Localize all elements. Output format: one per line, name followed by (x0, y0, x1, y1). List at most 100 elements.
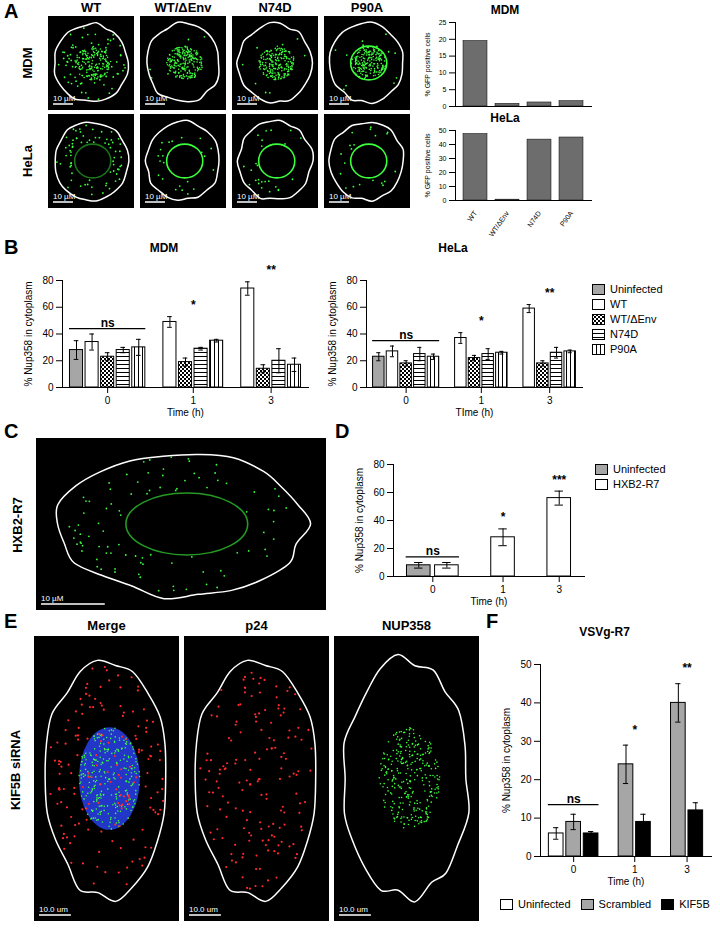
svg-text:0: 0 (352, 382, 358, 393)
svg-text:% Nup358 in cytoplasm: % Nup358 in cytoplasm (501, 708, 512, 813)
svg-text:Time (h): Time (h) (471, 596, 508, 607)
svg-text:N74D: N74D (526, 210, 542, 229)
svg-text:1: 1 (479, 395, 485, 406)
svg-text:80: 80 (373, 459, 385, 470)
svg-text:40: 40 (439, 141, 447, 148)
svg-text:**: ** (545, 286, 555, 300)
svg-text:P90A: P90A (559, 209, 575, 227)
svg-text:5: 5 (443, 86, 447, 93)
svg-text:1: 1 (191, 395, 197, 406)
svg-text:80: 80 (346, 275, 358, 286)
svg-text:% Nup358 in cytoplasm: % Nup358 in cytoplasm (23, 281, 34, 386)
svg-text:10 µM: 10 µM (53, 192, 76, 201)
svg-text:ns: ns (399, 328, 413, 342)
svg-text:30: 30 (439, 155, 447, 162)
html-text:HXB2-R7: HXB2-R7 (10, 497, 25, 553)
svg-text:**: ** (266, 263, 276, 277)
svg-text:*: * (632, 723, 637, 737)
html-text:MDM: MDM (20, 47, 35, 79)
svg-text:0: 0 (430, 584, 436, 595)
html-text:Merge: Merge (87, 618, 126, 633)
svg-text:20: 20 (373, 543, 385, 554)
svg-text:3: 3 (556, 584, 562, 595)
svg-text:WT: WT (466, 209, 478, 223)
svg-text:25: 25 (439, 19, 447, 26)
html-text:p24: p24 (245, 618, 268, 633)
html-text:C: C (4, 420, 19, 442)
svg-text:0: 0 (105, 395, 111, 406)
svg-text:0: 0 (379, 571, 385, 582)
svg-text:60: 60 (373, 487, 385, 498)
svg-text:ns: ns (567, 792, 581, 806)
svg-text:10 µM: 10 µM (329, 94, 352, 103)
svg-text:60: 60 (346, 301, 358, 312)
svg-text:*: * (191, 298, 196, 312)
svg-text:80: 80 (42, 275, 54, 286)
svg-text:1: 1 (632, 864, 638, 875)
svg-text:40: 40 (346, 328, 358, 339)
html-text:B: B (4, 236, 19, 258)
html-text:P90A: P90A (350, 0, 384, 15)
svg-text:0: 0 (571, 864, 577, 875)
svg-text:10 µM: 10 µM (53, 94, 76, 103)
svg-text:20: 20 (346, 355, 358, 366)
svg-text:10 µM: 10 µM (41, 594, 64, 603)
svg-text:ns: ns (101, 316, 115, 330)
svg-text:20: 20 (439, 36, 447, 43)
html-text:E: E (4, 610, 18, 632)
svg-text:3: 3 (547, 395, 553, 406)
svg-text:0: 0 (48, 382, 54, 393)
svg-text:ns: ns (426, 544, 440, 558)
html-text:N74D: N74D (258, 0, 292, 15)
svg-text:% Nup358 in cytoplasm: % Nup358 in cytoplasm (327, 281, 338, 386)
svg-text:50: 50 (520, 659, 532, 670)
svg-text:% GFP positive cells: % GFP positive cells (424, 32, 432, 97)
svg-text:Time (h): Time (h) (608, 876, 645, 887)
svg-text:20: 20 (42, 355, 54, 366)
svg-text:0: 0 (403, 395, 409, 406)
svg-text:10: 10 (520, 812, 532, 823)
svg-text:10 µM: 10 µM (145, 94, 168, 103)
svg-text:TIme (h): TIme (h) (456, 407, 494, 418)
svg-text:10 µM: 10 µM (145, 192, 168, 201)
html-text:WT/ΔEnv: WT/ΔEnv (154, 0, 212, 15)
html-text:A: A (4, 0, 19, 22)
html-text:WT: WT (80, 0, 102, 15)
html-text:D: D (335, 420, 350, 442)
svg-text:60: 60 (42, 301, 54, 312)
svg-text:WT/ΔEnv: WT/ΔEnv (487, 209, 510, 238)
svg-text:20: 20 (439, 169, 447, 176)
svg-text:**: ** (682, 661, 692, 675)
svg-text:10 µM: 10 µM (237, 192, 260, 201)
svg-text:10.0 um: 10.0 um (189, 905, 218, 914)
svg-text:40: 40 (520, 697, 532, 708)
html-text:NUP358: NUP358 (381, 618, 432, 633)
svg-text:% Nup358 in cytoplasm: % Nup358 in cytoplasm (354, 468, 365, 573)
svg-text:1: 1 (500, 584, 506, 595)
svg-text:10.0 um: 10.0 um (339, 905, 368, 914)
svg-text:*: * (501, 510, 506, 524)
html-text:MDM: MDM (490, 3, 520, 17)
svg-text:0: 0 (526, 851, 532, 862)
svg-text:0: 0 (443, 197, 447, 204)
html-text:HeLa: HeLa (20, 145, 35, 177)
svg-text:3: 3 (684, 864, 690, 875)
html-text:KIF5B siRNA: KIF5B siRNA (8, 729, 23, 811)
svg-text:15: 15 (439, 52, 447, 59)
svg-text:10: 10 (439, 69, 447, 76)
svg-text:10 µM: 10 µM (237, 94, 260, 103)
svg-text:% GFP positive cells: % GFP positive cells (424, 133, 432, 198)
svg-text:Time (h): Time (h) (167, 407, 204, 418)
svg-text:50: 50 (439, 127, 447, 134)
svg-text:20: 20 (520, 774, 532, 785)
svg-text:***: *** (552, 473, 566, 487)
svg-text:0: 0 (443, 103, 447, 110)
svg-text:40: 40 (373, 515, 385, 526)
svg-text:10.0 um: 10.0 um (39, 905, 68, 914)
svg-text:40: 40 (42, 328, 54, 339)
svg-text:*: * (479, 314, 484, 328)
svg-text:10 µM: 10 µM (329, 192, 352, 201)
svg-text:10: 10 (439, 183, 447, 190)
svg-text:30: 30 (520, 736, 532, 747)
svg-text:3: 3 (268, 395, 274, 406)
